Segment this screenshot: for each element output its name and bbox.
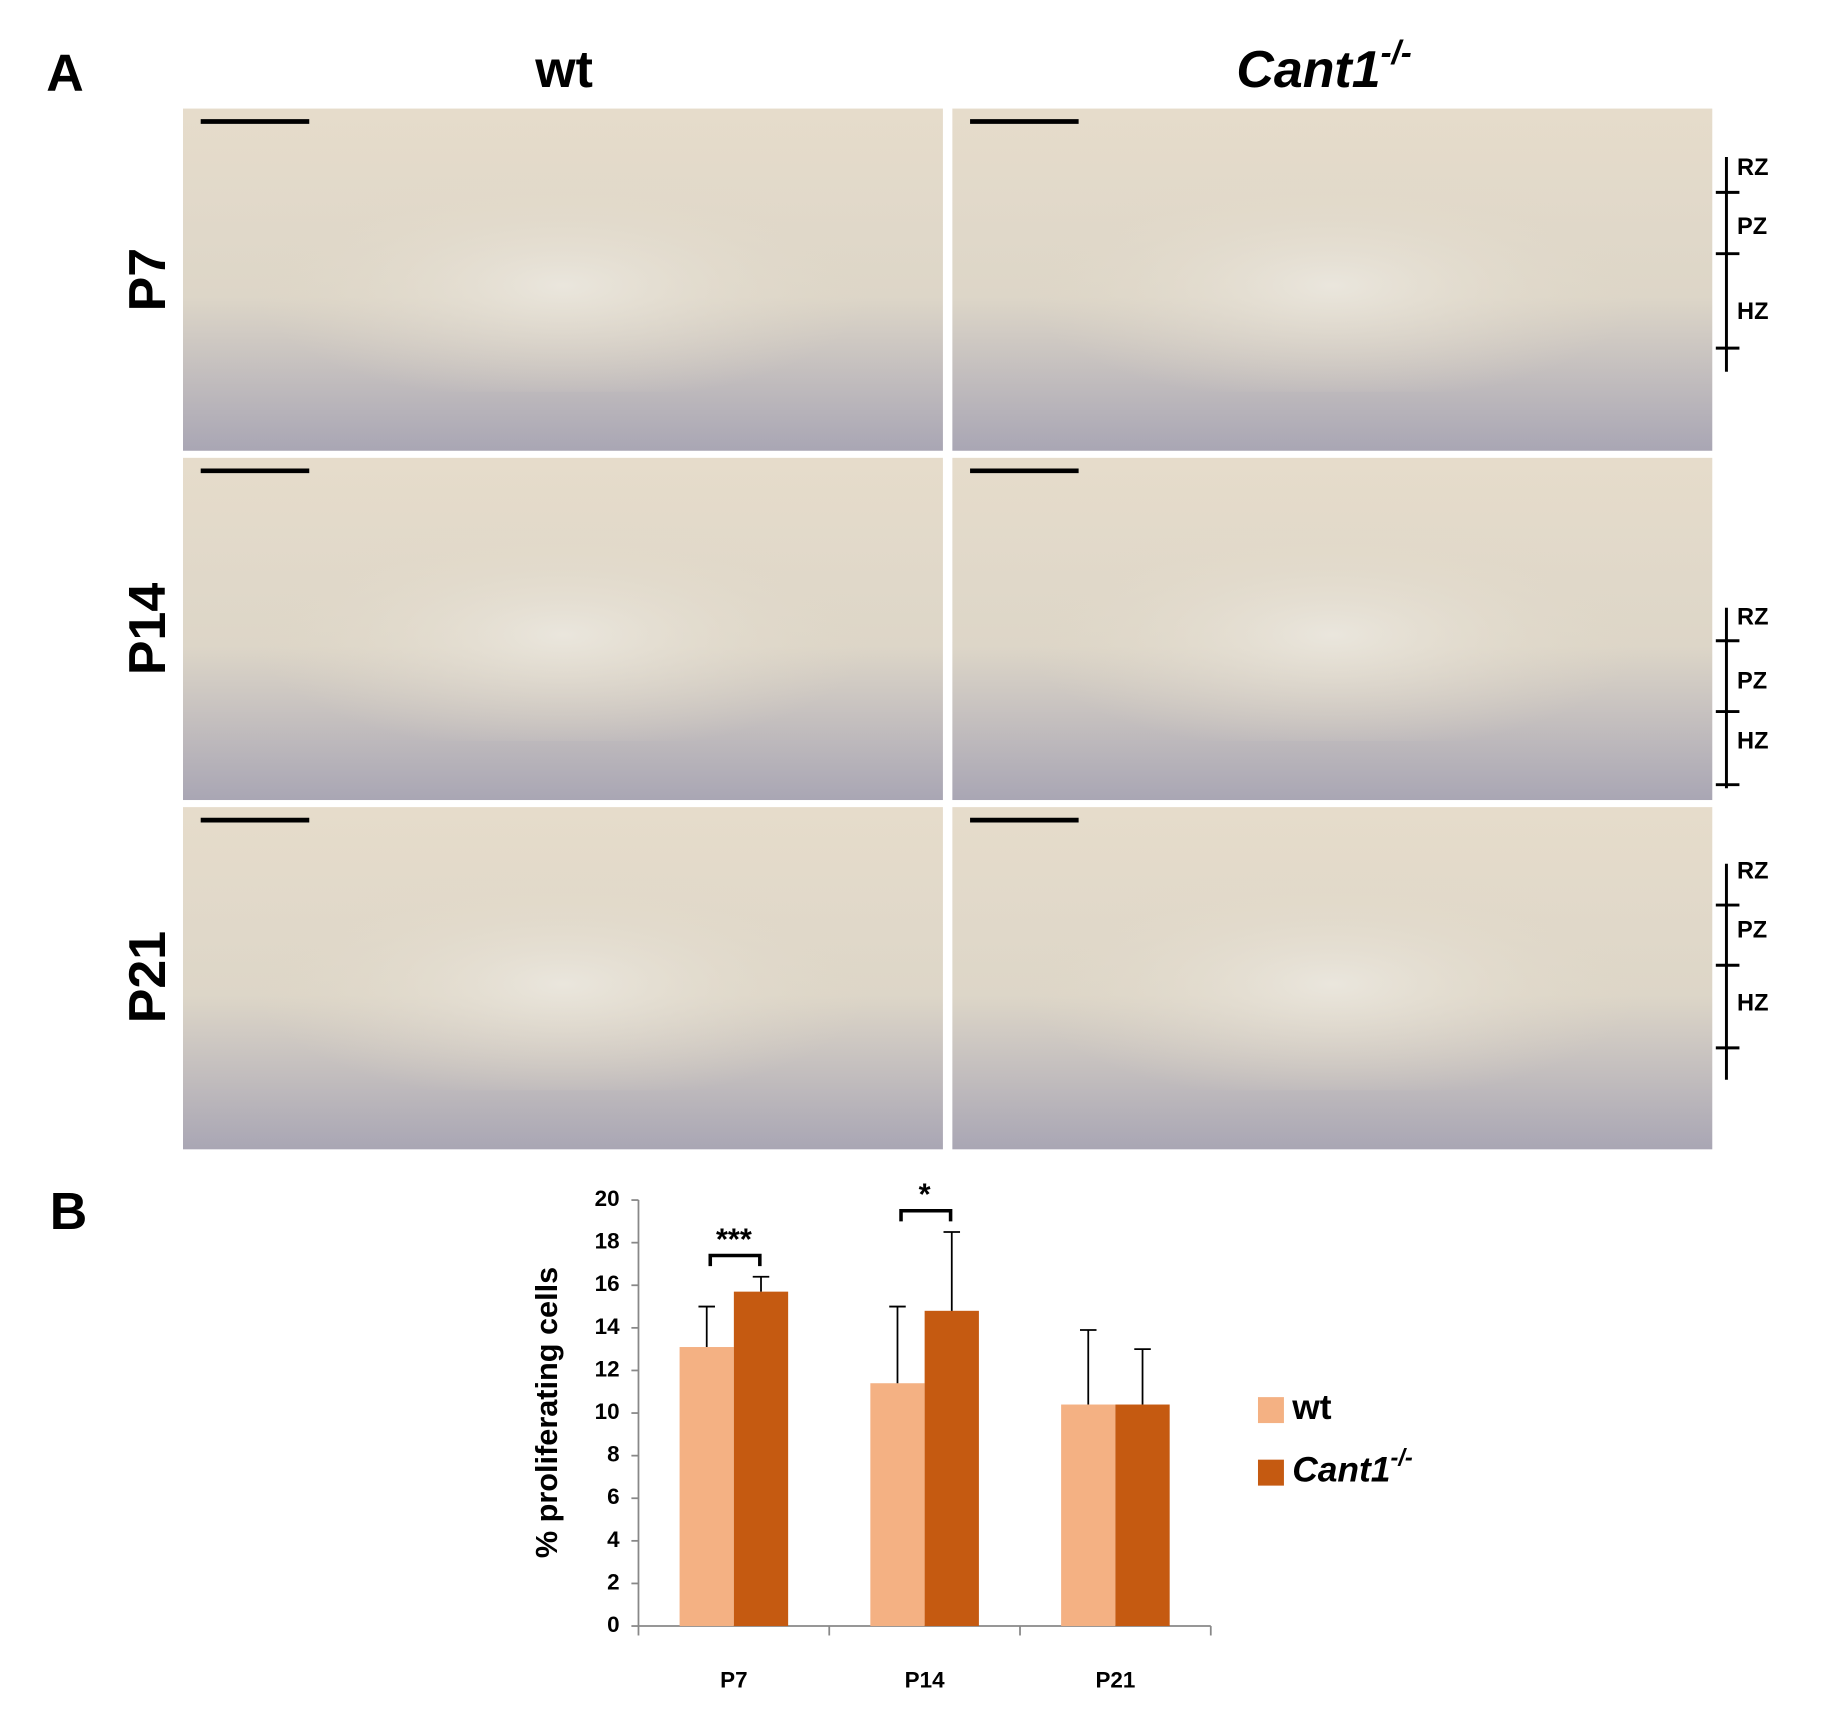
y-tick-label: 4: [607, 1527, 620, 1552]
error-bar: [1134, 1348, 1151, 1405]
header-superscript: -/-: [1381, 33, 1412, 70]
micrograph-core: [253, 854, 873, 1091]
legend-label: Cant1-/-: [1292, 1445, 1413, 1490]
panel-label: B: [50, 1183, 88, 1241]
x-tick-label: P14: [905, 1667, 945, 1692]
panel-label: A: [46, 44, 83, 102]
column-header: Cant1-/-: [1236, 33, 1411, 99]
bar: [870, 1383, 925, 1627]
y-tick-label: 10: [595, 1399, 620, 1424]
column-header: wt: [534, 41, 593, 99]
micrograph-core: [1023, 155, 1642, 392]
legend-name: wt: [1291, 1388, 1332, 1427]
zone-label: HZ: [1737, 727, 1768, 753]
micrograph-grid: P7 RZ PZ HZ P14 RZ PZ HZ P21 RZ PZ HZ: [119, 108, 1768, 1150]
significance-label: *: [919, 1178, 931, 1212]
zone-label: PZ: [1737, 916, 1767, 942]
bar: [1061, 1404, 1116, 1627]
legend-swatch: [1257, 1459, 1284, 1486]
zone-label: RZ: [1737, 857, 1768, 883]
y-tick-label: 0: [607, 1612, 619, 1637]
y-tick-label: 8: [607, 1442, 619, 1467]
y-tick-label: 18: [595, 1229, 620, 1254]
error-bar: [889, 1305, 906, 1384]
zone-label: RZ: [1737, 604, 1768, 630]
legend-superscript: -/-: [1390, 1445, 1412, 1471]
bar: [679, 1347, 734, 1627]
y-tick-label: 20: [595, 1186, 620, 1211]
y-tick-label: 2: [607, 1569, 619, 1594]
error-bar: [698, 1305, 715, 1348]
x-tick-label: P7: [720, 1667, 747, 1692]
zone-label: HZ: [1737, 298, 1768, 324]
legend-name: Cant1: [1292, 1451, 1390, 1490]
zone-label: PZ: [1737, 213, 1767, 239]
micrograph-core: [1023, 854, 1642, 1091]
significance-bracket: [899, 1208, 953, 1222]
micrograph-core: [1023, 505, 1642, 742]
y-tick-label: 16: [595, 1271, 620, 1296]
bar: [1115, 1404, 1170, 1627]
micrograph-core: [253, 155, 873, 392]
error-bar: [752, 1275, 770, 1292]
legend-swatch: [1257, 1397, 1284, 1424]
header-text: Cant1: [1236, 41, 1380, 99]
y-tick-label: 6: [607, 1484, 619, 1509]
significance-label: ***: [716, 1222, 752, 1256]
bar: [924, 1310, 979, 1627]
zone-label: PZ: [1737, 667, 1767, 693]
error-bar: [1079, 1329, 1097, 1405]
y-tick-label: 12: [595, 1356, 620, 1381]
y-axis-title: % proliferating cells: [530, 1267, 564, 1558]
significance-bracket: [708, 1253, 762, 1267]
zone-label: RZ: [1737, 154, 1768, 180]
row-label: P21: [119, 931, 177, 1023]
error-bar: [943, 1231, 961, 1311]
micrograph-core: [253, 505, 873, 742]
zone-label: HZ: [1737, 989, 1768, 1015]
bar-chart: 0 2 4 6 8 10 12 14 16 18 20 % proliferating cells P7…: [530, 1178, 1413, 1693]
bar: [733, 1291, 789, 1627]
legend-label: wt: [1291, 1388, 1332, 1427]
y-tick-label: 14: [595, 1314, 620, 1339]
row-label: P14: [119, 583, 177, 675]
row-label: P7: [119, 248, 177, 312]
x-tick-label: P21: [1095, 1667, 1135, 1692]
